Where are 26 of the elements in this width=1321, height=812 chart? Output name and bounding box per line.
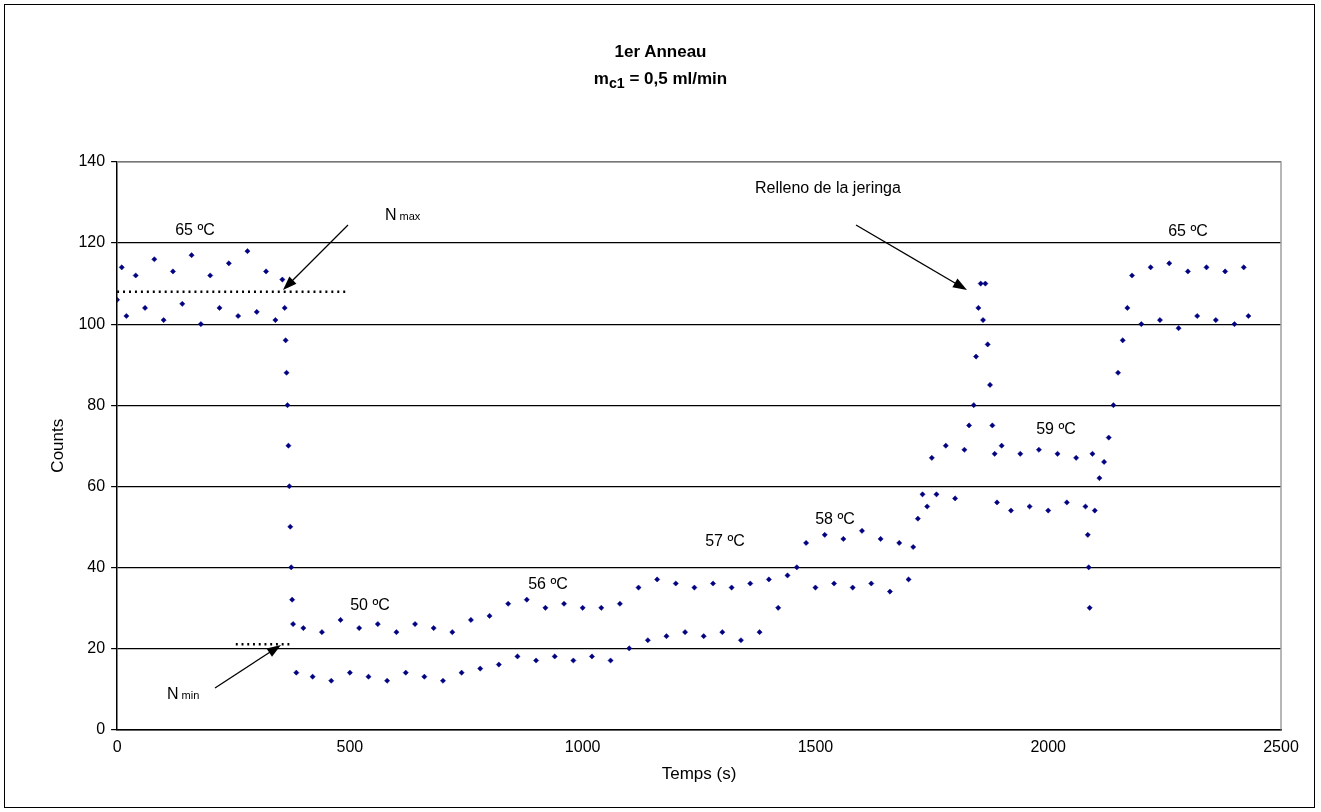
chart-title: 1er Anneau <box>613 41 708 63</box>
x-tick-label: 0 <box>112 738 122 756</box>
y-tick-label: 60 <box>87 476 106 494</box>
annotation: 50 ºC <box>350 596 390 613</box>
annotation: 57 ºC <box>705 532 745 549</box>
annotation: Relleno de la jeringa <box>755 179 901 196</box>
x-tick-label: 2500 <box>1263 738 1299 756</box>
annotation: 65 ºC <box>1168 222 1208 239</box>
y-tick-label: 20 <box>87 638 106 656</box>
y-tick-label: 140 <box>78 152 106 170</box>
x-tick-label: 1500 <box>797 738 834 756</box>
chart-subtitle: m$_{c1}$ = 0,5 ml/min <box>592 68 729 94</box>
y-axis-title: Counts <box>47 418 67 473</box>
x-axis-title: Temps (s) <box>661 764 737 784</box>
y-tick-label: 40 <box>87 557 106 575</box>
x-tick-label: 500 <box>336 738 364 756</box>
annotation: 56 ºC <box>528 575 568 592</box>
y-tick-label: 100 <box>78 314 106 332</box>
annotation: 58 ºC <box>815 510 855 527</box>
y-tick-label: 120 <box>78 233 106 251</box>
x-tick-label: 2000 <box>1030 738 1067 756</box>
x-tick-label: 1000 <box>564 738 601 756</box>
annotation: 59 ºC <box>1036 420 1076 437</box>
annotation: 65 ºC <box>175 221 215 238</box>
y-tick-label: 80 <box>87 395 106 413</box>
y-tick-label: 0 <box>96 719 106 737</box>
